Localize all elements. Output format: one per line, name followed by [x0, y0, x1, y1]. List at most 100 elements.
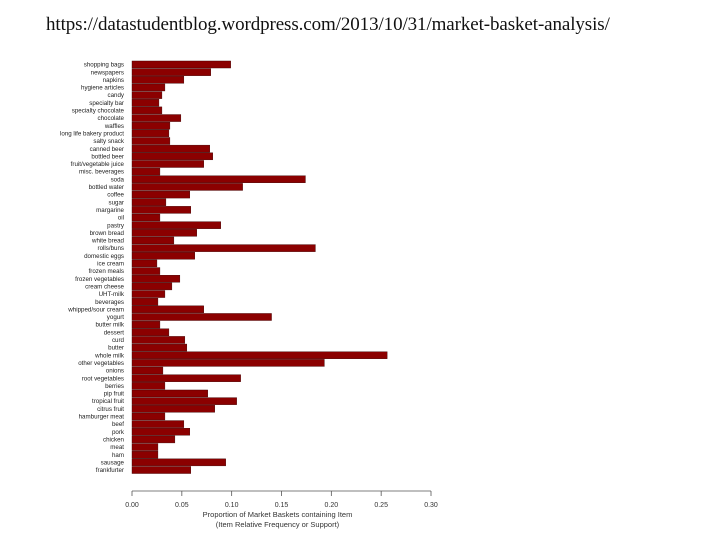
bar-oil — [131, 213, 161, 222]
bar-bottled-water — [131, 183, 243, 191]
category-label: whipped/sour cream — [67, 306, 124, 313]
category-label: berries — [105, 383, 124, 390]
bar-onions — [131, 366, 164, 375]
category-label: UHT-milk — [99, 291, 125, 298]
bar-misc-beverages — [131, 167, 161, 176]
bar-frozen-meals — [131, 267, 161, 275]
category-label: meat — [110, 444, 124, 451]
x-tick-label: 0.30 — [424, 502, 438, 509]
category-label: pip fruit — [104, 391, 125, 398]
category-label: soda — [111, 176, 125, 183]
category-label: ham — [112, 452, 124, 459]
category-label: frozen vegetables — [75, 276, 124, 283]
category-label: butter — [108, 345, 124, 352]
category-label: sausage — [101, 459, 125, 466]
bar-butter-milk — [131, 320, 161, 329]
bar-beef — [131, 420, 185, 428]
category-label: tropical fruit — [92, 398, 124, 405]
category-label: coffee — [107, 192, 124, 199]
category-label: frankfurter — [96, 467, 124, 474]
x-tick-label: 0.05 — [175, 502, 189, 509]
bar-white-bread — [131, 236, 175, 245]
bar-margarine — [131, 206, 192, 214]
category-label: ice cream — [97, 261, 124, 268]
x-axis-subtitle: (Item Relative Frequency or Support) — [216, 520, 340, 529]
bar-other-vegetables — [131, 359, 325, 367]
bar-fruit-vegetable-juice — [131, 160, 204, 168]
category-label: whole milk — [94, 352, 125, 359]
bar-ham — [131, 450, 159, 459]
bar-sausage — [131, 458, 226, 467]
bar-pork — [131, 428, 191, 436]
category-label: chocolate — [98, 115, 125, 122]
category-label: onions — [106, 368, 124, 375]
bar-pip-fruit — [131, 389, 208, 398]
bar-canned-beer — [131, 144, 210, 153]
bar-bottled-beer — [131, 152, 213, 161]
bar-chocolate — [131, 114, 182, 122]
bar-cream-cheese — [131, 282, 173, 291]
bar-frozen-vegetables — [131, 275, 181, 283]
bar-specialty-bar — [131, 99, 160, 107]
category-label: canned beer — [90, 146, 124, 153]
category-label: root vegetables — [82, 375, 124, 382]
category-label: other vegetables — [78, 360, 124, 367]
x-tick-label: 0.00 — [125, 502, 139, 509]
category-label: shopping bags — [84, 62, 124, 69]
category-label: hamburger meat — [79, 414, 125, 421]
category-label: waffles — [104, 123, 124, 130]
bar-candy — [131, 91, 163, 99]
bar-whipped-sour-cream — [131, 305, 204, 314]
category-label: misc. beverages — [79, 169, 124, 176]
category-label: long life bakery product — [60, 130, 124, 137]
bar-waffles — [131, 121, 171, 130]
source-url-caption[interactable]: https://datastudentblog.wordpress.com/20… — [46, 14, 610, 35]
bar-yogurt — [131, 313, 272, 321]
category-label: fruit/vegetable juice — [71, 161, 125, 168]
bar-frankfurter — [131, 466, 192, 474]
category-label: frozen meals — [89, 268, 124, 275]
bar-domestic-eggs — [131, 252, 195, 260]
bar-coffee — [131, 190, 191, 199]
x-tick-label: 0.15 — [275, 502, 289, 509]
category-label: oil — [118, 215, 124, 222]
bar-beverages — [131, 297, 159, 306]
bars-group — [131, 60, 388, 474]
bar-whole-milk — [131, 351, 388, 359]
category-label: beef — [112, 421, 124, 428]
category-label: newspapers — [91, 69, 124, 76]
bar-citrus-fruit — [131, 405, 215, 413]
bar-hygiene-articles — [131, 83, 166, 92]
bar-shopping-bags — [131, 60, 231, 69]
category-label: napkins — [103, 77, 124, 84]
category-label: bottled beer — [91, 153, 124, 160]
category-label: specialty chocolate — [72, 108, 125, 115]
category-label: margarine — [96, 207, 124, 214]
category-label: domestic eggs — [84, 253, 124, 260]
bar-rolls-buns — [131, 244, 316, 252]
bar-napkins — [131, 76, 185, 84]
bar-pastry — [131, 221, 221, 229]
bar-root-vegetables — [131, 374, 241, 382]
bar-sugar — [131, 198, 167, 206]
category-label: butter milk — [95, 322, 124, 329]
category-label: brown bread — [90, 230, 125, 237]
bar-long-life-bakery-product — [131, 129, 170, 138]
bar-newspapers — [131, 68, 211, 76]
category-label: candy — [107, 92, 124, 99]
x-axis-title: Proportion of Market Baskets containing … — [203, 510, 353, 519]
category-label: chicken — [103, 436, 125, 443]
bar-dessert — [131, 328, 170, 337]
category-label: specialty bar — [89, 100, 124, 107]
bar-ice-cream — [131, 259, 158, 268]
bar-berries — [131, 382, 166, 390]
bar-brown-bread — [131, 229, 197, 237]
category-label: yogurt — [107, 314, 124, 321]
category-label: curd — [112, 337, 125, 344]
category-label: rolls/buns — [98, 245, 124, 252]
bar-salty-snack — [131, 137, 171, 145]
category-label: pork — [112, 429, 125, 436]
category-label: cream cheese — [85, 283, 124, 290]
category-label: citrus fruit — [97, 406, 124, 413]
